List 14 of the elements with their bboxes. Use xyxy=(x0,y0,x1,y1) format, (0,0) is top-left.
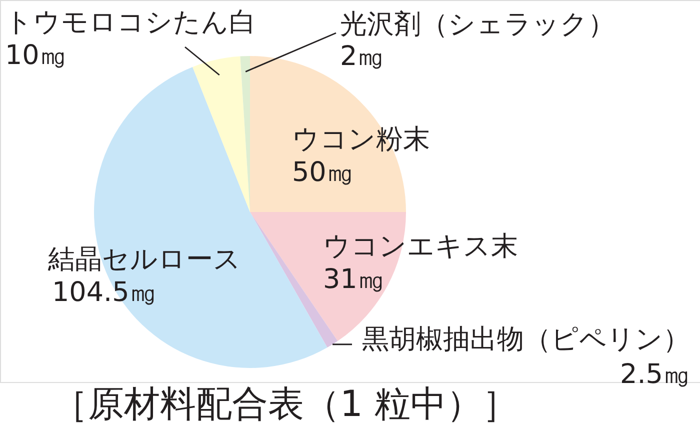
data-label: 10㎎ xyxy=(5,40,66,71)
data-label: 50㎎ xyxy=(292,157,354,188)
slice-label: トウモロコシたん白 xyxy=(5,7,256,38)
slice-label: 光沢剤（シェラック） xyxy=(340,9,615,40)
data-label: 104.5㎎ xyxy=(52,277,156,308)
data-label: 2㎎ xyxy=(340,41,384,72)
data-label: 2.5㎎ xyxy=(620,359,690,390)
text: ［原材料配合表（1 粒中）］ xyxy=(52,384,518,425)
slice-label: ウコン粉末 xyxy=(292,124,430,155)
data-label: 31㎎ xyxy=(323,264,384,295)
slice-label: 黒胡椒抽出物（ピペリン） xyxy=(362,324,690,355)
pie-slice xyxy=(192,56,250,212)
slice-label: ウコンエキス末 xyxy=(323,231,518,262)
slice-label: 結晶セルロース xyxy=(47,244,241,275)
